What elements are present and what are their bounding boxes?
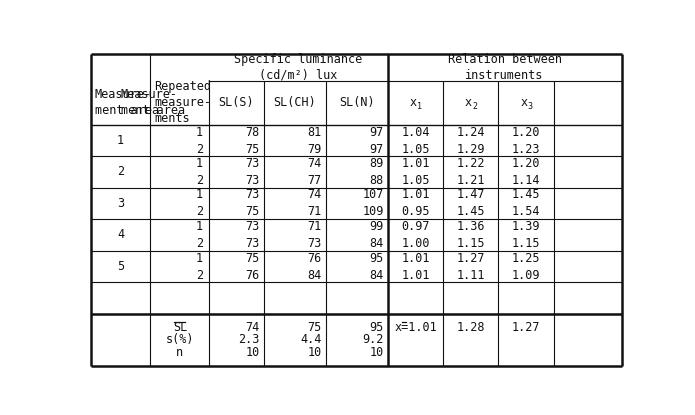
Text: x=1.01: x=1.01 [394, 321, 437, 334]
Text: 1.20
1.14: 1.20 1.14 [512, 157, 541, 187]
Text: SL(S): SL(S) [219, 96, 254, 110]
Text: 73
73: 73 73 [245, 220, 260, 250]
Text: 97
97: 97 97 [370, 126, 384, 156]
Text: x: x [409, 96, 417, 110]
Text: Measure-
ment area: Measure- ment area [95, 88, 158, 117]
Text: 1.01
1.01: 1.01 1.01 [401, 251, 430, 281]
Text: 10: 10 [307, 346, 322, 359]
Text: Specific luminance
(cd/m²) lux: Specific luminance (cd/m²) lux [234, 53, 363, 82]
Text: 5: 5 [117, 260, 124, 273]
Text: 1.27: 1.27 [512, 321, 541, 334]
Text: 95: 95 [370, 321, 384, 334]
Text: 75: 75 [307, 321, 322, 334]
Text: 1.04
1.05: 1.04 1.05 [401, 126, 430, 156]
Text: x: x [465, 96, 472, 110]
Text: 0.97
1.00: 0.97 1.00 [401, 220, 430, 250]
Text: n: n [177, 346, 183, 359]
Text: 107
109: 107 109 [362, 188, 384, 218]
Text: 95
84: 95 84 [370, 251, 384, 281]
Text: SL: SL [173, 321, 187, 334]
Text: 10: 10 [245, 346, 260, 359]
Text: 4: 4 [117, 229, 124, 242]
Text: 1.39
1.15: 1.39 1.15 [512, 220, 541, 250]
Text: 9.2: 9.2 [362, 333, 384, 346]
Text: SL(CH): SL(CH) [273, 96, 316, 110]
Text: 1.45
1.54: 1.45 1.54 [512, 188, 541, 218]
Text: 81
79: 81 79 [307, 126, 322, 156]
Text: 1
2: 1 2 [196, 126, 203, 156]
Text: x: x [521, 96, 528, 110]
Text: s(%): s(%) [165, 333, 194, 346]
Text: 1.28: 1.28 [457, 321, 485, 334]
Text: 74
77: 74 77 [307, 157, 322, 187]
Text: 73
75: 73 75 [245, 188, 260, 218]
Text: 1.01
1.05: 1.01 1.05 [401, 157, 430, 187]
Text: 1.24
1.29: 1.24 1.29 [457, 126, 485, 156]
Text: 1
2: 1 2 [196, 251, 203, 281]
Text: 10: 10 [370, 346, 384, 359]
Text: 76
84: 76 84 [307, 251, 322, 281]
Text: 1.20
1.23: 1.20 1.23 [512, 126, 541, 156]
Text: 2.3: 2.3 [238, 333, 260, 346]
Text: Repeated
measure-
ments: Repeated measure- ments [154, 81, 211, 125]
Text: 74: 74 [245, 321, 260, 334]
Text: 78
75: 78 75 [245, 126, 260, 156]
Text: SL(N): SL(N) [338, 96, 375, 110]
Text: 3: 3 [528, 102, 532, 110]
Text: 71
73: 71 73 [307, 220, 322, 250]
Text: Measure-
ment area: Measure- ment area [121, 88, 185, 117]
Text: 1: 1 [117, 134, 124, 147]
Text: 1.25
1.09: 1.25 1.09 [512, 251, 541, 281]
Text: 4.4: 4.4 [300, 333, 322, 346]
Text: 75
76: 75 76 [245, 251, 260, 281]
Text: Relation between
instruments: Relation between instruments [448, 53, 562, 82]
Text: 73
73: 73 73 [245, 157, 260, 187]
Text: 2: 2 [117, 165, 124, 178]
Text: 1
2: 1 2 [196, 220, 203, 250]
Text: 1.27
1.11: 1.27 1.11 [457, 251, 485, 281]
Text: 3: 3 [117, 197, 124, 210]
Text: 1.47
1.45: 1.47 1.45 [457, 188, 485, 218]
Text: 1.22
1.21: 1.22 1.21 [457, 157, 485, 187]
Text: 1
2: 1 2 [196, 157, 203, 187]
Text: 1.36
1.15: 1.36 1.15 [457, 220, 485, 250]
Text: 1: 1 [417, 102, 422, 110]
Text: 1
2: 1 2 [196, 188, 203, 218]
Text: 1.01
0.95: 1.01 0.95 [401, 188, 430, 218]
Text: 99
84: 99 84 [370, 220, 384, 250]
Text: 2: 2 [473, 102, 477, 110]
Text: 89
88: 89 88 [370, 157, 384, 187]
Text: 74
71: 74 71 [307, 188, 322, 218]
